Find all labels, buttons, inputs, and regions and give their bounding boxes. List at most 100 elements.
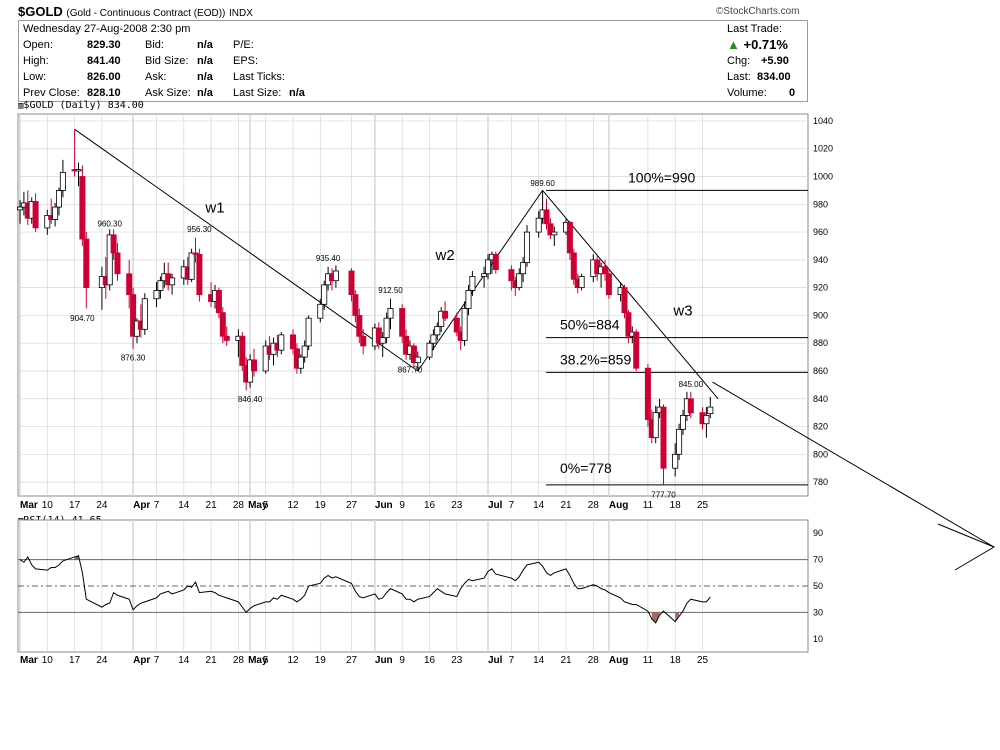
rsi-x-tick-label: 25: [697, 655, 709, 666]
change-percent-value: +0.71%: [743, 37, 788, 52]
candle-up: [332, 270, 339, 282]
projection-arrow-line: [712, 381, 995, 548]
candle-down: [289, 334, 296, 350]
ask-label: Ask:: [145, 71, 167, 83]
candle-up: [535, 217, 542, 233]
bid-size-value: n/a: [197, 55, 213, 67]
candle-down: [79, 176, 86, 240]
price-callout: 912.50: [378, 286, 403, 295]
x-tick-label: Jun: [375, 500, 393, 511]
last-label: Last:: [727, 71, 751, 83]
y-tick-label: 880: [813, 338, 828, 348]
x-tick-label: 16: [424, 500, 436, 511]
last-trade-label: Last Trade:: [727, 23, 783, 35]
candle-down: [215, 290, 222, 314]
candle-down: [547, 223, 554, 236]
x-tick-label: Mar: [20, 500, 38, 511]
rsi-x-tick-label: 16: [424, 655, 436, 666]
candle-down: [223, 335, 230, 341]
exchange: INDX: [229, 8, 253, 19]
ask-value: n/a: [197, 71, 213, 83]
price-panel-title: ▥$GOLD (Daily) 834.00: [18, 100, 144, 111]
price-callout: 989.60: [530, 179, 555, 188]
candle-down: [192, 252, 199, 255]
prev-close-value: 828.10: [87, 87, 121, 99]
last-size-label: Last Size:: [233, 87, 282, 99]
candle-down: [605, 273, 612, 295]
symbol-name: (Gold - Continuous Contract (EOD)): [66, 8, 226, 19]
symbol: $GOLD: [18, 4, 63, 19]
x-tick-label: 23: [451, 500, 463, 511]
rsi-line: [19, 554, 711, 624]
x-tick-label: 7: [509, 500, 515, 511]
chart-icon: ▥: [18, 101, 24, 111]
candle-up: [703, 415, 710, 425]
x-tick-label: 7: [154, 500, 160, 511]
rsi-x-tick-label: Jul: [488, 655, 503, 666]
chg-label: Chg:: [727, 55, 751, 67]
x-tick-label: 9: [399, 500, 405, 511]
high-label: High:: [23, 55, 49, 67]
candle-up: [157, 280, 164, 291]
y-tick-label: 920: [813, 283, 828, 293]
candle-up: [379, 337, 386, 344]
rsi-x-tick-label: May: [248, 655, 268, 666]
x-tick-label: 21: [560, 500, 572, 511]
candle-up: [434, 326, 441, 336]
x-tick-label: 19: [315, 500, 327, 511]
rsi-x-tick-label: 21: [206, 655, 218, 666]
x-tick-label: 21: [206, 500, 218, 511]
rsi-x-tick-label: 19: [315, 655, 327, 666]
x-tick-label: 11: [643, 500, 654, 511]
last-value: 834.00: [757, 71, 791, 83]
candle-down: [196, 253, 203, 295]
y-tick-label: 960: [813, 227, 828, 237]
chart-title: $GOLD (Gold - Continuous Contract (EOD))…: [18, 4, 253, 19]
candle-up: [652, 412, 659, 439]
x-tick-label: 14: [178, 500, 190, 511]
candle-down: [352, 294, 359, 316]
y-tick-label: 780: [813, 477, 828, 487]
rsi-x-tick-label: 17: [69, 655, 81, 666]
candle-up: [680, 415, 687, 430]
x-tick-label: 27: [346, 500, 358, 511]
rsi-y-tick-label: 10: [813, 634, 823, 644]
candle-down: [375, 327, 382, 344]
rsi-x-tick-label: 7: [509, 655, 515, 666]
candle-up: [430, 334, 437, 344]
rsi-y-tick-label: 70: [813, 555, 823, 565]
candle-up: [461, 308, 468, 341]
wave-label: w3: [672, 302, 692, 319]
bid-value: n/a: [197, 39, 213, 51]
rsi-x-tick-label: 18: [670, 655, 682, 666]
y-tick-label: 860: [813, 366, 828, 376]
rsi-overbought-fill: [74, 555, 79, 560]
candle-down: [360, 335, 367, 347]
candle-down: [130, 294, 137, 337]
x-tick-label: Aug: [609, 500, 628, 511]
candle-up: [438, 310, 445, 327]
y-tick-label: 1000: [813, 172, 833, 182]
eps-label: EPS:: [233, 55, 259, 67]
rsi-y-tick-label: 50: [813, 581, 823, 591]
x-tick-label: Apr: [133, 500, 150, 511]
candle-down: [348, 270, 355, 295]
rsi-x-tick-label: 28: [588, 655, 600, 666]
candle-up: [52, 206, 59, 220]
rsi-x-tick-label: 28: [233, 655, 245, 666]
price-callout: 935.40: [316, 254, 341, 263]
candle-up: [383, 317, 390, 339]
candle-up: [520, 262, 527, 275]
candle-up: [465, 290, 472, 309]
quote-panel: Wednesday 27-Aug-2008 2:30 pm Open: 829.…: [18, 20, 808, 102]
brand-logo[interactable]: ©StockCharts.com: [716, 6, 800, 17]
fib-level-label: 50%=884: [560, 317, 620, 333]
x-tick-label: 5: [263, 500, 269, 511]
last-size-value: n/a: [289, 87, 305, 99]
rsi-x-tick-label: 24: [96, 655, 108, 666]
trendline: [417, 190, 544, 372]
y-tick-label: 840: [813, 394, 828, 404]
low-label: Low:: [23, 71, 47, 83]
price-callout: 876.30: [121, 353, 146, 362]
